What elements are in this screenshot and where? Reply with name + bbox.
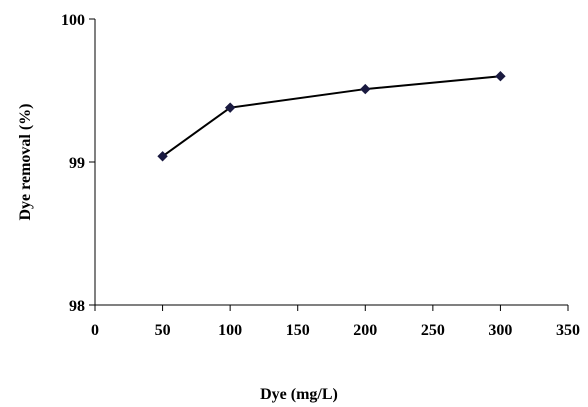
data-point-marker (224, 102, 236, 113)
x-tick-label: 300 (488, 322, 512, 339)
x-tick-label: 0 (91, 322, 99, 339)
x-axis-ticks: 0 50 100 150 200 250 300 350 (91, 305, 580, 339)
y-tick-label: 98 (69, 298, 85, 315)
x-tick-label: 100 (218, 322, 242, 339)
x-axis-title: Dye (mg/L) (260, 386, 338, 403)
y-axis-ticks: 98 99 100 (61, 12, 95, 315)
data-point-marker (157, 151, 168, 162)
y-tick-label: 99 (69, 155, 85, 172)
y-axis-title: Dye removal (%) (17, 104, 34, 221)
x-tick-label: 50 (155, 322, 171, 339)
x-tick-label: 350 (556, 322, 580, 339)
plot-area (94, 19, 568, 306)
series-line (161, 75, 501, 158)
x-tick-label: 250 (421, 322, 445, 339)
series-layer (157, 70, 506, 162)
x-tick-label: 150 (286, 322, 310, 339)
data-point-marker (495, 70, 506, 82)
x-tick-label: 200 (353, 322, 377, 339)
y-tick-label: 100 (61, 12, 85, 29)
data-point-marker (360, 83, 371, 95)
